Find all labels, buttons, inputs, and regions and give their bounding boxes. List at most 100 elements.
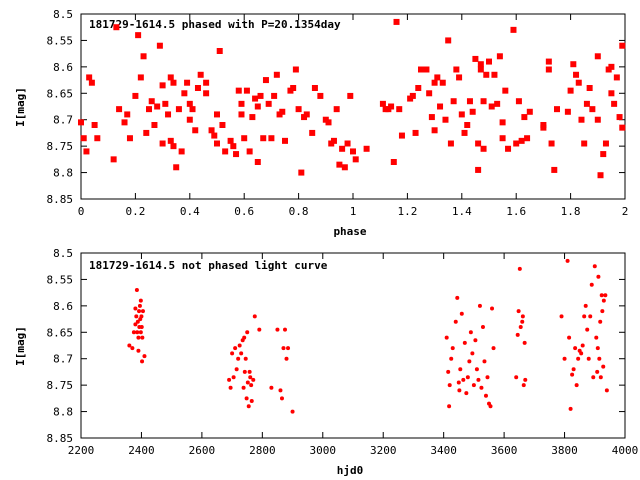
data-point	[551, 166, 558, 173]
data-point	[524, 135, 531, 142]
data-point	[486, 58, 492, 65]
data-point	[483, 393, 488, 398]
data-point	[499, 135, 506, 142]
x-tick-label: 3000	[310, 444, 337, 457]
data-point	[431, 79, 438, 86]
data-point	[333, 106, 340, 113]
data-point	[233, 151, 240, 158]
data-point	[189, 106, 196, 113]
x-axis-label: hjd0	[337, 464, 364, 477]
data-point	[574, 383, 579, 388]
data-point	[252, 314, 257, 319]
data-point	[599, 293, 604, 298]
data-point	[265, 100, 272, 107]
data-point	[583, 100, 590, 107]
data-point	[483, 71, 490, 78]
x-tick-label: 0.2	[125, 205, 145, 218]
x-tick-label: 2600	[189, 444, 216, 457]
data-point	[573, 71, 580, 78]
x-tick-label: 2400	[128, 444, 155, 457]
data-point	[138, 298, 143, 303]
data-point	[467, 359, 472, 364]
data-point	[565, 258, 570, 263]
data-point	[439, 79, 446, 86]
data-point	[586, 85, 593, 91]
data-point	[576, 356, 581, 361]
data-point	[581, 140, 588, 147]
x-tick-label: 1.4	[452, 205, 472, 218]
unphased-plot: 181729-1614.5 not phased light curve hjd…	[14, 247, 638, 477]
data-point	[137, 74, 144, 81]
data-point	[473, 338, 478, 343]
data-point	[461, 377, 466, 382]
data-point	[194, 85, 201, 91]
data-point	[458, 367, 463, 372]
data-point	[279, 396, 284, 401]
data-point	[583, 303, 588, 308]
data-point	[505, 145, 512, 152]
data-point	[513, 140, 520, 147]
data-point	[475, 140, 482, 147]
y-tick-label: 8.85	[47, 432, 74, 445]
data-point	[216, 48, 223, 54]
data-point	[461, 129, 468, 136]
data-point	[488, 404, 493, 409]
data-point	[604, 388, 609, 393]
data-point	[578, 116, 585, 123]
data-point	[260, 135, 267, 142]
data-point	[455, 295, 460, 300]
tick-group: 0 0.2 0.4 0.6 0.8 1 1.2 1.4 1.6 1.8 2 8.5 8.55 8.6 8.6…	[47, 8, 629, 218]
data-point	[136, 335, 141, 340]
data-point	[571, 367, 576, 372]
data-point	[167, 137, 174, 144]
data-point	[94, 135, 101, 142]
data-point	[317, 92, 324, 99]
x-tick-label: 1.2	[397, 205, 417, 218]
data-point	[393, 18, 400, 25]
data-point	[595, 369, 600, 374]
data-point	[472, 55, 479, 62]
data-point	[243, 356, 248, 361]
data-point	[431, 127, 438, 134]
data-point	[398, 132, 405, 139]
x-tick-label: 0.4	[180, 205, 200, 218]
data-point	[127, 343, 132, 348]
data-point	[442, 116, 449, 123]
y-tick-label: 8.55	[47, 34, 74, 47]
data-point	[110, 156, 117, 163]
data-point	[251, 377, 256, 382]
data-point	[350, 148, 356, 155]
data-point	[290, 409, 295, 414]
data-point	[453, 319, 458, 324]
data-point	[173, 164, 180, 171]
data-point	[262, 77, 269, 84]
data-point	[184, 79, 191, 86]
data-point	[521, 383, 526, 388]
data-point	[594, 116, 601, 123]
data-point	[273, 71, 280, 78]
data-point	[192, 127, 199, 134]
x-tick-label: 0	[78, 205, 85, 218]
data-point	[83, 148, 90, 155]
data-point	[130, 346, 135, 351]
data-point	[170, 79, 177, 86]
data-point	[600, 151, 607, 158]
data-point	[589, 106, 596, 113]
y-tick-label: 8.7	[53, 114, 73, 127]
data-point	[245, 380, 250, 385]
data-point	[134, 288, 139, 292]
data-point	[186, 100, 193, 107]
data-point	[447, 140, 454, 147]
data-point	[214, 140, 220, 147]
data-point	[249, 383, 254, 388]
x-tick-label: 2200	[68, 444, 95, 457]
data-point	[594, 335, 599, 340]
x-tick-label: 3200	[370, 444, 397, 457]
data-point	[269, 385, 274, 390]
tick-group: 2200 2400 2600 2800 3000 3200 3400 3600 3800 4000…	[47, 247, 639, 457]
data-point	[586, 356, 591, 361]
data-point	[588, 314, 593, 319]
data-point	[239, 351, 244, 356]
data-point	[143, 129, 150, 136]
data-point	[238, 100, 245, 107]
